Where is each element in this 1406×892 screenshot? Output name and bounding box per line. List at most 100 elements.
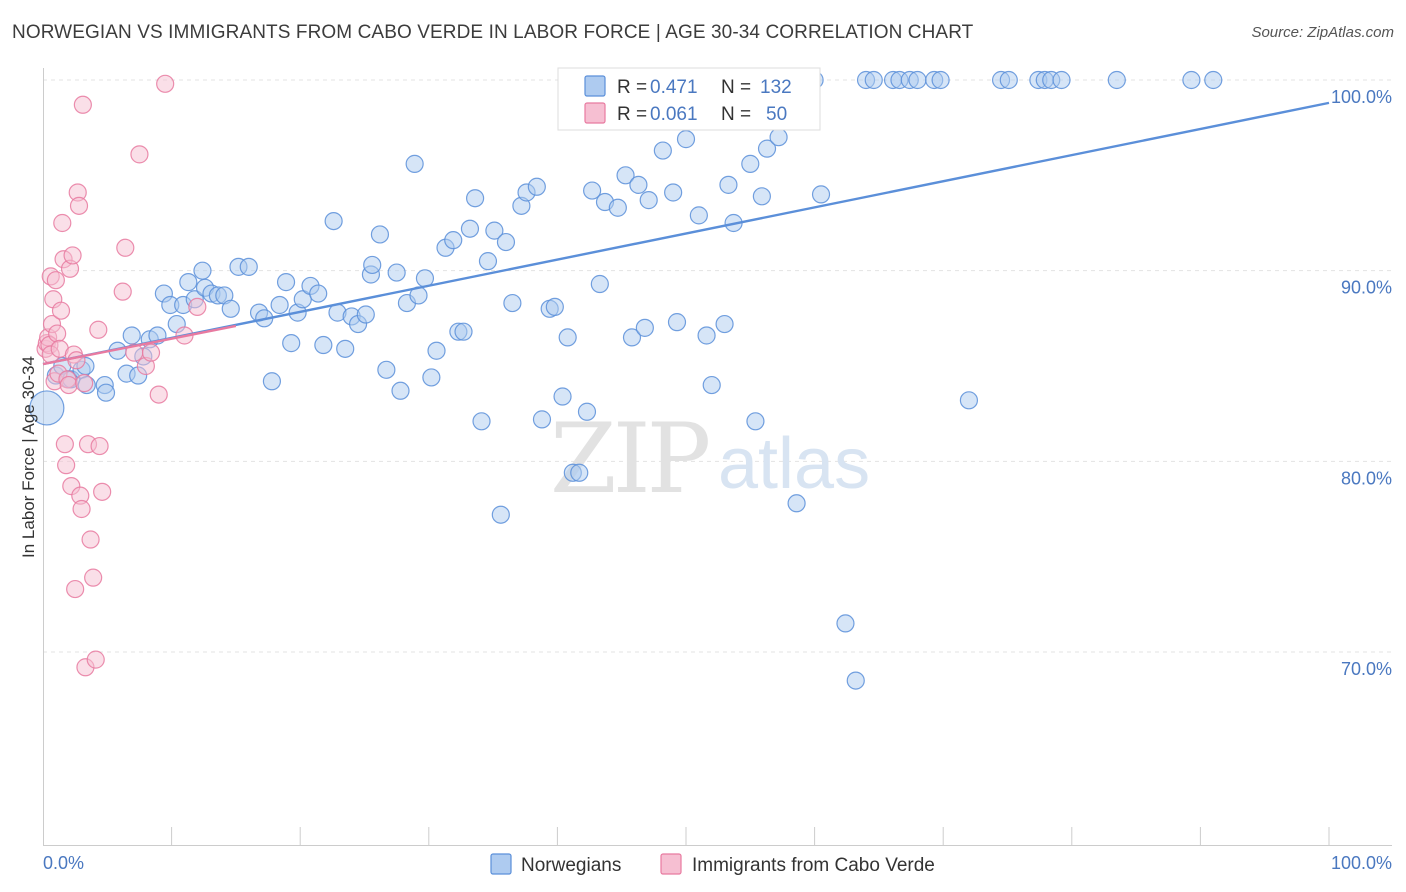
norwegian-point (454, 322, 473, 341)
y-axis-label: In Labor Force | Age 30-34 (19, 356, 38, 558)
norwegian-point (1204, 70, 1223, 90)
norwegian-point (532, 410, 552, 429)
cabo-verde-point (156, 74, 175, 93)
norwegian-point (752, 187, 771, 206)
cabo-verde-point (66, 579, 85, 599)
norwegian-point (608, 198, 627, 217)
norwegian-point (96, 383, 116, 402)
norwegian-point (485, 221, 504, 240)
norwegian-point (496, 232, 516, 252)
norwegian-point (999, 70, 1018, 90)
norwegian-point (391, 381, 410, 400)
norwegian-point (193, 261, 212, 280)
legend-n-label-norwegians: N = (721, 77, 751, 98)
norwegian-point (270, 295, 289, 315)
norwegian-point (491, 505, 510, 524)
norwegian-point (715, 314, 734, 334)
y-tick-label: 80.0% (1341, 468, 1392, 488)
norwegian-point (427, 341, 446, 360)
norwegian-point (444, 231, 463, 250)
cabo-verde-trend-line (42, 324, 237, 366)
series-legend: Norwegians Immigrants from Cabo Verde (490, 853, 935, 876)
norwegian-point (1107, 70, 1126, 90)
cabo-verde-point (46, 271, 65, 290)
norwegian-point (465, 189, 485, 208)
norwegian-point (239, 257, 258, 276)
series-legend-swatch-norwegians (490, 853, 512, 875)
norwegian-point (553, 387, 572, 406)
norwegian-point (377, 360, 396, 379)
norwegian-point (664, 183, 683, 202)
norwegian-point (811, 185, 831, 204)
norwegian-point (639, 191, 658, 210)
norwegian-point (836, 614, 855, 633)
legend-r-label-cabo-verde: R = (617, 104, 647, 125)
norwegian-point (527, 177, 546, 196)
norwegian-point (336, 339, 355, 358)
cabo-verde-point (188, 297, 207, 316)
legend-r-value-cabo-verde: 0.061 (650, 104, 698, 125)
trend-lines (42, 101, 1330, 366)
cabo-verde-point (116, 238, 135, 257)
cabo-verde-point (113, 282, 132, 301)
cabo-verde-point (149, 385, 168, 404)
cabo-verde-point (86, 650, 105, 669)
norwegian-point (667, 313, 687, 332)
cabo-verde-point (130, 145, 149, 164)
norwegian-point (864, 70, 883, 90)
norwegian-point (1182, 70, 1201, 90)
cabo-verde-point (53, 213, 72, 233)
cabo-verde-point (75, 374, 94, 393)
cabo-verde-point (90, 436, 109, 456)
chart-source: Source: ZipAtlas.com (1251, 24, 1394, 41)
norwegian-point (769, 128, 788, 147)
norwegian-point (29, 390, 65, 426)
norwegian-point (689, 206, 708, 225)
watermark: ZIP atlas (550, 403, 870, 515)
cabo-verde-point (51, 301, 71, 320)
y-tick-label: 90.0% (1341, 278, 1392, 298)
cabo-verde-point (48, 324, 67, 343)
norwegian-point (787, 494, 806, 513)
norwegian-point (741, 154, 760, 173)
norwegian-point (282, 334, 301, 353)
series-legend-swatch-cabo-verde (660, 853, 682, 875)
cabo-verde-point (73, 95, 92, 114)
norwegian-point (846, 671, 865, 690)
cabo-verde-point (63, 246, 82, 265)
x-tick-label-min: 0.0% (43, 853, 84, 873)
series-legend-label-norwegians: Norwegians (521, 855, 621, 876)
norwegian-point (370, 225, 390, 244)
norwegian-point (676, 130, 696, 149)
grid-lines (43, 79, 1392, 653)
norwegian-point (653, 141, 672, 160)
norwegian-point (262, 372, 282, 391)
norwegian-point (179, 273, 198, 292)
x-tick-marks (171, 827, 1330, 845)
data-points (29, 70, 1223, 690)
norwegian-point (908, 70, 927, 90)
norwegian-point (422, 368, 441, 387)
norwegian-point (1052, 70, 1071, 90)
cabo-verde-point (93, 482, 112, 501)
norwegian-point (387, 263, 406, 282)
watermark-atlas: atlas (718, 424, 870, 504)
norwegian-point (478, 252, 498, 271)
norwegian-point (356, 305, 375, 324)
norwegian-point (702, 375, 721, 395)
cabo-verde-point (141, 343, 161, 362)
watermark-zip: ZIP (550, 403, 709, 515)
norwegian-point (405, 154, 424, 173)
cabo-verde-point (59, 375, 78, 395)
legend-n-value-norwegians: 132 (760, 77, 792, 98)
cabo-verde-point (89, 320, 108, 339)
cabo-verde-point (55, 435, 74, 454)
y-tick-labels: 70.0% 80.0% 90.0% 100.0% (1331, 87, 1392, 679)
cabo-verde-point (81, 530, 100, 549)
norwegian-point (757, 139, 777, 158)
norwegian-point (314, 335, 333, 355)
chart-title: NORWEGIAN VS IMMIGRANTS FROM CABO VERDE … (12, 22, 974, 43)
norwegian-point (959, 391, 979, 410)
cabo-verde-point (69, 196, 89, 215)
